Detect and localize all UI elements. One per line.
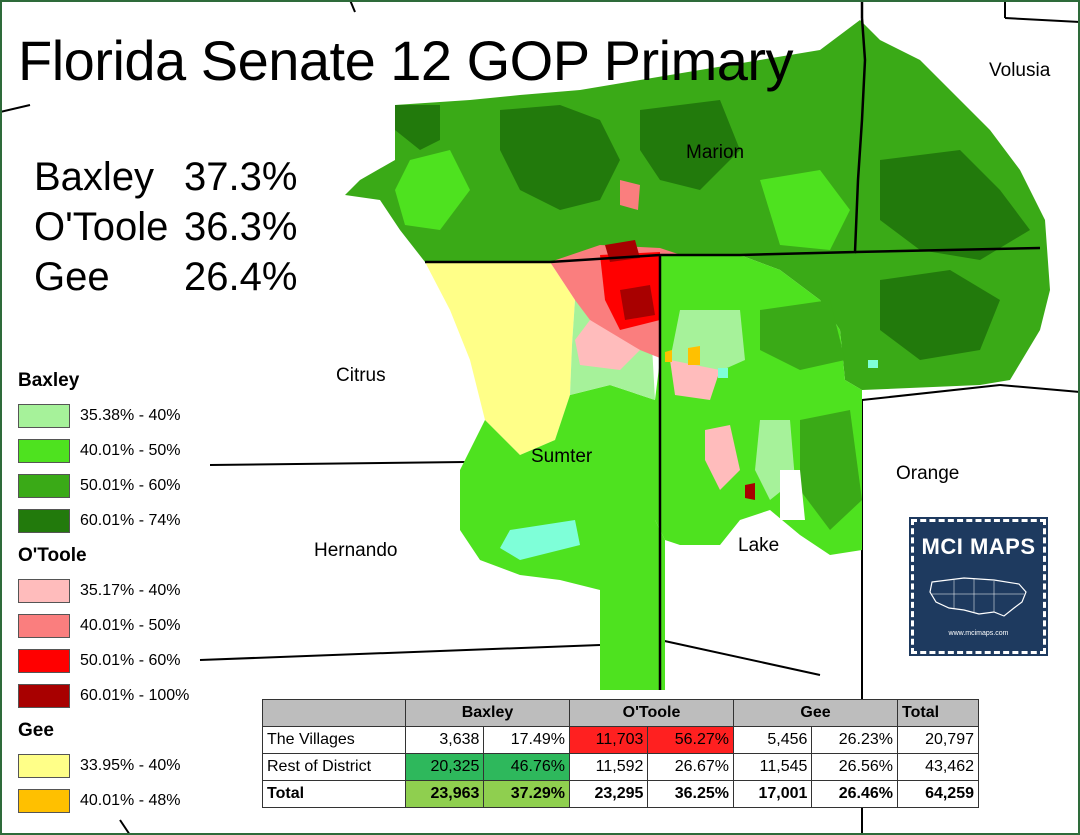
result-candidate: O'Toole [34,205,169,249]
legend-swatch [18,613,70,638]
table-row: The Villages 3,638 17.49% 11,703 56.27% … [262,726,979,754]
otoole-pct: 36.25% [647,780,734,808]
legend-swatch [18,578,70,603]
row-name: Rest of District [262,753,406,781]
legend-title: O'Toole [18,545,87,566]
legend-swatch [18,473,70,498]
result-gee: Gee 26.4% [34,255,297,300]
legend-otoole: O'Toole 35.17% - 40% 40.01% - 50% 50.01%… [18,545,189,713]
legend-title: Gee [18,720,54,741]
results-table: Baxley O'Toole Gee Total The Villages 3,… [262,699,979,808]
county-label-orange: Orange [896,463,960,484]
county-label-sumter: Sumter [531,446,593,467]
legend-label: 50.01% - 60% [80,651,181,669]
legend-item: 50.01% - 60% [18,643,189,678]
table-header-row: Baxley O'Toole Gee Total [262,699,979,727]
legend-label: 40.01% - 48% [80,791,181,809]
legend-label: 60.01% - 100% [80,686,190,704]
county-label-citrus: Citrus [336,365,386,386]
district-lines [425,0,1041,690]
gee-votes: 5,456 [732,726,813,754]
legend-label: 50.01% - 60% [80,476,181,494]
gee-votes: 11,545 [732,753,813,781]
baxley-votes: 20,325 [404,753,485,781]
legend-item: 35.38% - 40% [18,398,181,433]
row-name: Total [262,780,406,808]
legend-label: 60.01% - 74% [80,511,181,529]
legend-item: 50.01% - 60% [18,468,181,503]
otoole-votes: 11,703 [568,726,649,754]
table-row: Rest of District 20,325 46.76% 11,592 26… [262,753,979,781]
legend-item: 40.01% - 50% [18,608,189,643]
county-label-lake: Lake [738,535,780,556]
total-votes: 64,259 [897,780,979,808]
otoole-pct: 56.27% [647,726,734,754]
legend-label: 33.95% - 40% [80,756,181,774]
legend-swatch [18,788,70,813]
map-title: Florida Senate 12 GOP Primary [18,29,794,92]
legend-item: 60.01% - 74% [18,503,181,538]
otoole-votes: 11,592 [568,753,649,781]
gee-pct: 26.56% [811,753,898,781]
county-label-marion: Marion [686,142,745,163]
baxley-pct: 46.76% [483,753,570,781]
otoole-votes: 23,295 [568,780,649,808]
baxley-votes: 23,963 [404,780,485,808]
table-header: Gee [733,699,898,727]
baxley-pct: 17.49% [483,726,570,754]
mci-maps-logo: MCI MAPS www.mcimaps.com [909,517,1048,656]
table-header: Baxley [405,699,570,727]
otoole-pct: 26.67% [647,753,734,781]
logo-url: www.mcimaps.com [948,630,1009,637]
table-row-total: Total 23,963 37.29% 23,295 36.25% 17,001… [262,780,979,808]
result-baxley: Baxley 37.3% [34,155,297,200]
legend-item: 35.17% - 40% [18,573,189,608]
result-candidate: Gee [34,255,110,299]
legend-swatch [18,648,70,673]
legend-swatch [18,508,70,533]
result-otoole: O'Toole 36.3% [34,205,297,250]
result-pct: 26.4% [184,255,298,299]
baxley-pct: 37.29% [483,780,570,808]
gee-pct: 26.23% [811,726,898,754]
sumter-gee-region [425,262,575,455]
legend-gee: Gee 33.95% - 40% 40.01% - 48% [18,720,181,818]
legend-swatch [18,438,70,463]
legend-swatch [18,753,70,778]
legend-swatch [18,683,70,708]
legend-label: 35.17% - 40% [80,581,181,599]
usa-map-icon [929,577,1027,617]
county-label-volusia: Volusia [989,60,1051,81]
legend-title: Baxley [18,370,80,391]
county-label-hernando: Hernando [314,540,398,561]
table-header: Total [897,699,979,727]
legend-item: 33.95% - 40% [18,748,181,783]
row-name: The Villages [262,726,406,754]
legend-swatch [18,403,70,428]
result-candidate: Baxley [34,155,155,199]
table-header: O'Toole [569,699,734,727]
baxley-votes: 3,638 [404,726,485,754]
total-votes: 43,462 [897,753,979,781]
legend-label: 40.01% - 50% [80,441,181,459]
legend-baxley: Baxley 35.38% - 40% 40.01% - 50% 50.01% … [18,370,181,538]
legend-item: 40.01% - 50% [18,433,181,468]
total-votes: 20,797 [897,726,979,754]
legend-item: 40.01% - 48% [18,783,181,818]
result-pct: 36.3% [184,205,298,249]
logo-title: MCI MAPS [921,534,1036,559]
legend-label: 40.01% - 50% [80,616,181,634]
legend-label: 35.38% - 40% [80,406,181,424]
gee-pct: 26.46% [811,780,898,808]
result-pct: 37.3% [184,155,298,199]
legend-item: 60.01% - 100% [18,678,189,713]
table-header [262,699,406,727]
gee-votes: 17,001 [732,780,813,808]
